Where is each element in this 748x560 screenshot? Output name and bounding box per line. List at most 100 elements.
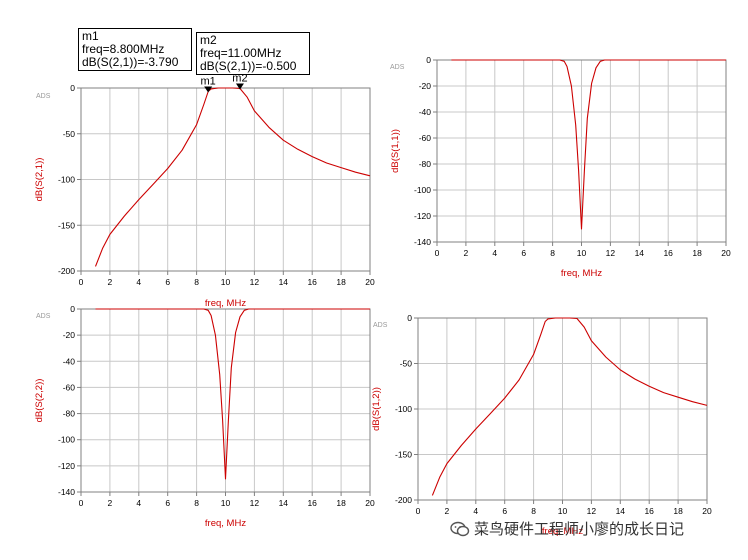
chart-s22: 0 2 4 6 8 10 12 14 16 18 20 0 -20 -40 -60 -80 -100 -120 -1… <box>34 304 375 529</box>
chart-s11: 0 2 4 6 8 10 12 14 16 18 20 0 -20 -40 -60 -80 -100 -120 -1… <box>390 55 731 279</box>
series-line <box>451 59 726 230</box>
y-tick-label: -20 <box>63 330 76 340</box>
marker-m2-value: dB(S(2,1))=-0.500 <box>200 59 297 73</box>
y-tick-label: -50 <box>400 359 413 369</box>
x-tick-label: 16 <box>307 498 317 508</box>
x-tick-label: 8 <box>194 498 199 508</box>
x-tick-label: 0 <box>79 498 84 508</box>
x-tick-label: 10 <box>221 277 231 287</box>
x-tick-label: 2 <box>464 248 469 258</box>
x-axis-label: freq, MHz <box>561 268 602 279</box>
y-tick-label: 0 <box>407 313 412 323</box>
wechat-icon <box>450 521 470 536</box>
y-tick-label: -80 <box>63 409 76 419</box>
x-tick-label: 4 <box>136 498 141 508</box>
y-tick-label: -100 <box>58 435 75 445</box>
x-tick-label: 18 <box>673 506 683 516</box>
y-tick-label: 0 <box>70 304 75 314</box>
ads-tag: ADS <box>390 64 405 71</box>
ads-tag: ADS <box>36 313 51 320</box>
plot-frame <box>436 59 727 243</box>
y-tick-label: -120 <box>414 211 431 221</box>
marker-m1-label: m1 <box>201 75 216 87</box>
x-tick-label: 14 <box>279 498 289 508</box>
x-tick-label: 0 <box>79 277 84 287</box>
x-tick-label: 4 <box>136 277 141 287</box>
x-tick-label: 6 <box>165 277 170 287</box>
y-tick-label: -150 <box>58 220 75 230</box>
series-line <box>95 308 370 480</box>
x-tick-label: 10 <box>558 506 568 516</box>
x-tick-label: 12 <box>587 506 597 516</box>
marker-m2-label: m2 <box>232 72 247 84</box>
x-tick-label: 12 <box>250 277 260 287</box>
x-tick-label: 14 <box>279 277 289 287</box>
x-tick-label: 18 <box>692 248 702 258</box>
watermark-text: 菜鸟硬件工程师小廖的成长日记 <box>474 520 685 538</box>
marker-m1-freq: freq=8.800MHz <box>82 42 165 56</box>
x-tick-label: 8 <box>550 248 555 258</box>
x-tick-label: 8 <box>531 506 536 516</box>
x-tick-label: 12 <box>250 498 260 508</box>
y-tick-label: -40 <box>419 107 432 117</box>
x-tick-label: 4 <box>492 248 497 258</box>
y-tick-label: -120 <box>58 461 75 471</box>
marker-m1-value: dB(S(2,1))=-3.790 <box>82 55 179 69</box>
x-tick-label: 14 <box>616 506 626 516</box>
x-tick-label: 12 <box>606 248 616 258</box>
marker-m2-freq: freq=11.00MHz <box>200 46 282 60</box>
x-tick-label: 2 <box>108 277 113 287</box>
x-axis-label: freq, MHz <box>205 298 246 309</box>
x-axis-label: freq, MHz <box>205 518 246 529</box>
x-tick-label: 18 <box>336 498 346 508</box>
x-tick-label: 10 <box>221 498 231 508</box>
y-axis-label: dB(S(1,2)) <box>371 387 382 431</box>
x-tick-label: 0 <box>435 248 440 258</box>
marker-m1-readout: m1 freq=8.800MHz dB(S(2,1))=-3.790 <box>78 28 192 71</box>
series-line <box>431 317 708 496</box>
x-tick-label: 18 <box>336 277 346 287</box>
y-tick-label: -140 <box>414 237 431 247</box>
x-tick-label: 20 <box>702 506 712 516</box>
y-axis-label: dB(S(2,1)) <box>34 158 45 202</box>
marker-m1-triangle <box>204 86 213 93</box>
x-tick-label: 10 <box>577 248 587 258</box>
x-tick-label: 16 <box>663 248 673 258</box>
y-tick-label: -200 <box>58 266 75 276</box>
y-tick-label: -150 <box>395 450 412 460</box>
x-tick-label: 6 <box>165 498 170 508</box>
x-tick-label: 20 <box>365 277 375 287</box>
y-tick-label: -50 <box>63 129 76 139</box>
y-tick-label: -100 <box>395 404 412 414</box>
plot-frame <box>80 308 371 493</box>
y-tick-label: -100 <box>414 185 431 195</box>
marker-m2-name: m2 <box>200 33 217 47</box>
ads-tag: ADS <box>373 322 388 329</box>
ads-tag: ADS <box>36 93 51 100</box>
x-tick-label: 20 <box>721 248 731 258</box>
marker-m2-readout: m2 freq=11.00MHz dB(S(2,1))=-0.500 <box>196 32 310 75</box>
y-tick-label: -100 <box>58 175 75 185</box>
x-tick-label: 2 <box>108 498 113 508</box>
x-tick-label: 16 <box>307 277 317 287</box>
y-axis-label: dB(S(1,1)) <box>390 129 401 173</box>
x-tick-label: 0 <box>416 506 421 516</box>
chart-s21: 0 2 4 6 8 10 12 14 16 18 20 0 -50 -100 -150 -200 ADS dB(S… <box>34 72 375 309</box>
x-tick-label: 8 <box>194 277 199 287</box>
x-tick-label: 16 <box>644 506 654 516</box>
y-tick-label: 0 <box>70 83 75 93</box>
y-tick-label: 0 <box>426 55 431 65</box>
watermark: 菜鸟硬件工程师小廖的成长日记 <box>450 518 684 539</box>
x-tick-label: 6 <box>521 248 526 258</box>
marker-m2-triangle <box>235 83 244 90</box>
y-tick-label: -140 <box>58 487 75 497</box>
y-tick-label: -80 <box>419 159 432 169</box>
x-tick-label: 20 <box>365 498 375 508</box>
y-tick-label: -60 <box>63 382 76 392</box>
chart-s12: 0 2 4 6 8 10 12 14 16 18 20 0 -50 -100 -150 -200 ADS dB(S… <box>371 313 712 537</box>
x-tick-label: 4 <box>473 506 478 516</box>
y-tick-label: -40 <box>63 356 76 366</box>
y-tick-label: -200 <box>395 495 412 505</box>
y-tick-label: -20 <box>419 81 432 91</box>
